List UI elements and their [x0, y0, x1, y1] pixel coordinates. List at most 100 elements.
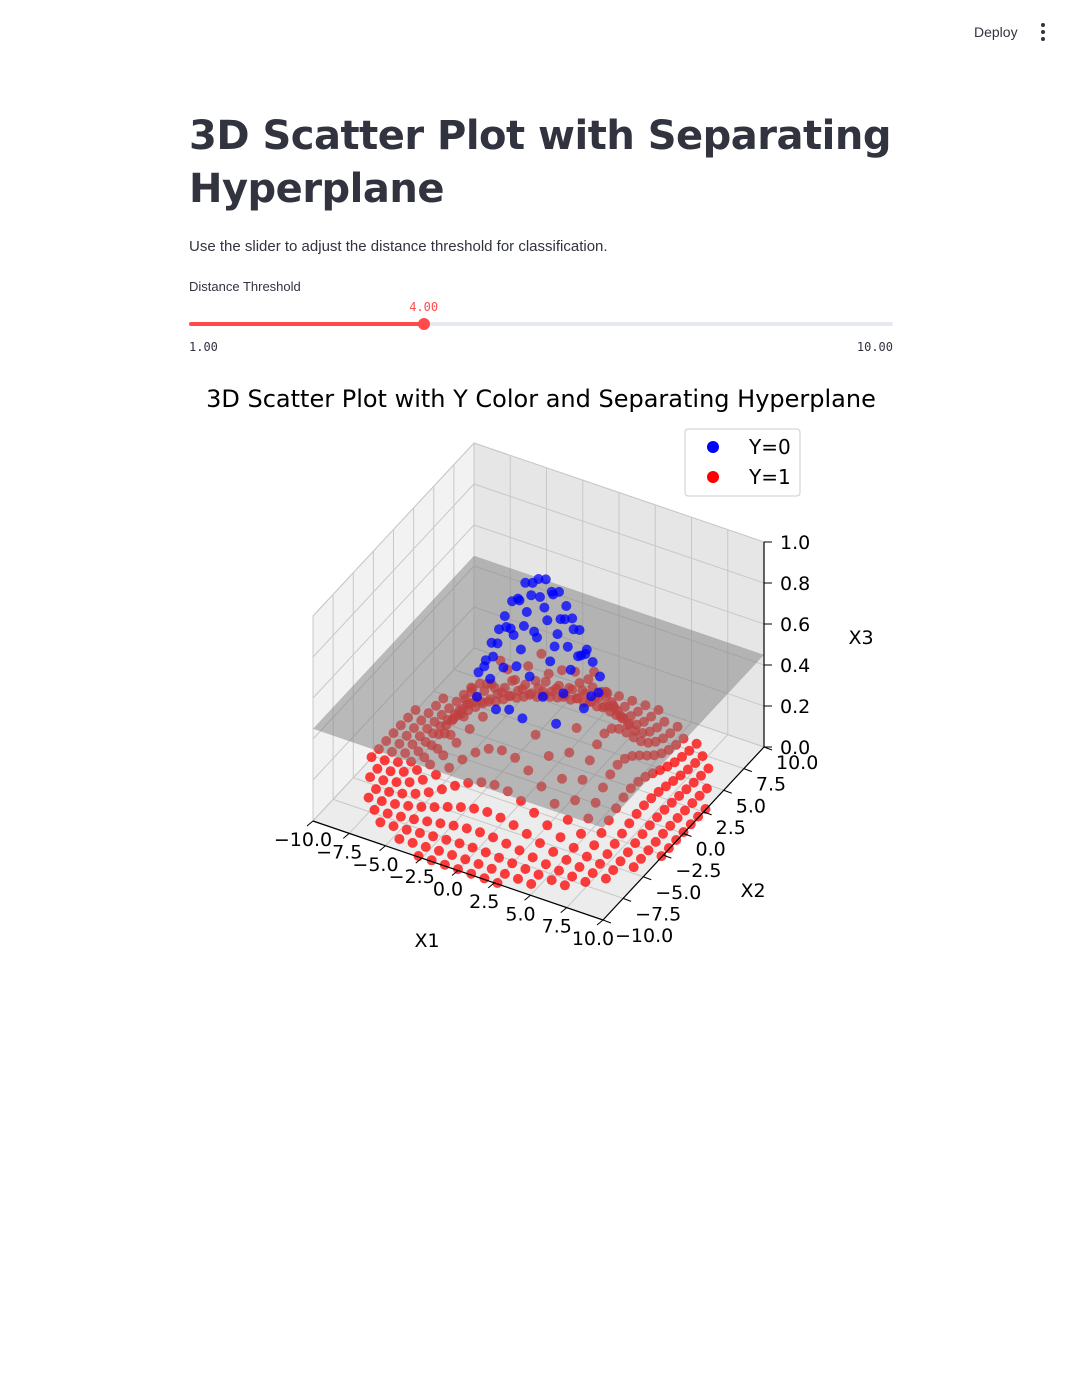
point-y0	[513, 593, 523, 604]
point-y1	[404, 777, 415, 788]
point-y1	[395, 811, 406, 822]
point-y0	[504, 704, 515, 715]
deploy-button[interactable]: Deploy	[974, 24, 1018, 40]
point-y1	[366, 752, 377, 763]
x2-tick-label: 0.0	[696, 839, 726, 861]
slider-min-label: 1.00	[189, 340, 218, 354]
point-y1	[568, 842, 579, 853]
point-y1	[431, 769, 441, 780]
x3-tick-label: 1.0	[780, 532, 810, 554]
point-y1	[378, 775, 389, 786]
point-y1	[548, 846, 559, 857]
chart-title: 3D Scatter Plot with Y Color and Separat…	[206, 385, 876, 413]
point-y0	[546, 586, 557, 597]
grid-line	[312, 524, 475, 699]
point-y1	[696, 770, 706, 781]
point-y0	[586, 691, 597, 702]
legend-marker	[707, 441, 719, 453]
point-y1	[499, 868, 510, 879]
point-y1	[608, 865, 619, 876]
point-y1	[461, 823, 472, 834]
point-y1	[390, 799, 400, 809]
point-y1	[371, 784, 381, 795]
x2-tick-label: −5.0	[655, 882, 701, 904]
point-y1	[617, 828, 627, 839]
point-y0	[551, 718, 562, 729]
point-y1	[602, 849, 613, 860]
point-y1	[658, 828, 668, 839]
x2-tick	[703, 811, 712, 816]
point-y1	[420, 841, 431, 852]
grid-line	[312, 442, 475, 617]
point-y1	[660, 781, 671, 792]
point-y1	[639, 800, 649, 811]
point-y1	[486, 863, 497, 874]
point-y0	[518, 621, 529, 631]
point-y1	[375, 817, 386, 828]
x2-tick	[743, 768, 753, 773]
x2-tick-label: −7.5	[635, 903, 681, 925]
slider-track-fill[interactable]	[189, 322, 424, 326]
point-y0	[494, 624, 504, 635]
grid-line	[312, 483, 475, 658]
point-y1	[417, 774, 428, 785]
point-y1	[384, 786, 395, 797]
point-y1	[659, 804, 670, 815]
point-y0	[515, 644, 526, 655]
point-y1	[533, 869, 544, 880]
point-y1	[391, 777, 402, 788]
x1-tick-label: −5.0	[352, 854, 398, 876]
point-y1	[554, 865, 564, 876]
point-y1	[631, 808, 642, 819]
x2-tick	[683, 833, 692, 837]
point-y1	[501, 838, 512, 849]
x2-tick-label: 7.5	[756, 774, 786, 796]
point-y1	[669, 757, 680, 768]
point-y1	[678, 827, 689, 838]
point-y0	[479, 661, 490, 672]
point-y1	[529, 807, 540, 818]
point-y1	[409, 814, 419, 825]
point-y1	[681, 784, 692, 795]
point-y1	[480, 847, 491, 858]
point-y1	[428, 831, 439, 842]
point-y1	[663, 843, 674, 854]
point-y1	[514, 845, 525, 856]
point-y1	[403, 800, 414, 811]
point-y1	[385, 766, 396, 777]
point-y1	[508, 820, 519, 831]
point-y1	[581, 851, 592, 862]
point-y1	[527, 852, 538, 863]
more-vertical-icon[interactable]	[1030, 18, 1056, 46]
point-y0	[498, 662, 509, 673]
point-y1	[555, 832, 566, 843]
point-y1	[546, 875, 557, 886]
slider-thumb[interactable]	[417, 318, 430, 330]
point-y1	[567, 871, 578, 882]
x1-tick	[560, 907, 568, 914]
point-y1	[376, 796, 387, 807]
point-y1	[630, 838, 641, 849]
point-y0	[524, 671, 535, 682]
point-y1	[637, 829, 648, 840]
point-y0	[587, 657, 598, 667]
x2-tick	[643, 876, 652, 881]
x1-tick	[487, 882, 495, 889]
point-y1	[507, 858, 518, 869]
slider-track[interactable]	[189, 322, 893, 326]
point-y0	[574, 625, 585, 635]
point-y1	[624, 818, 635, 829]
x3-axis-label: X3	[848, 627, 873, 649]
x3-tick-label: 0.6	[780, 614, 810, 636]
point-y1	[694, 790, 705, 801]
point-y0	[542, 615, 553, 626]
point-y0	[537, 691, 548, 702]
point-y1	[542, 820, 553, 831]
point-y0	[532, 632, 542, 643]
point-y1	[467, 842, 478, 853]
point-y1	[589, 840, 600, 851]
point-y1	[436, 784, 447, 795]
point-y1	[680, 805, 690, 816]
legend-marker	[707, 471, 719, 483]
point-y1	[412, 765, 422, 775]
